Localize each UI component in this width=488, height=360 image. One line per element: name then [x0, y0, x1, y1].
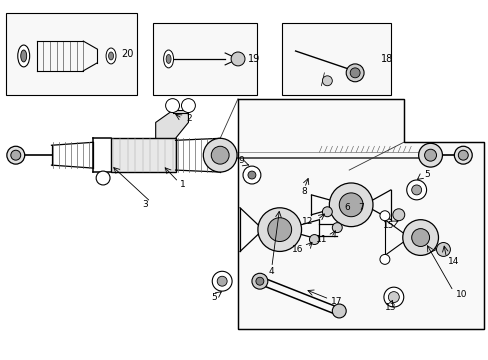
Circle shape	[411, 185, 421, 195]
Polygon shape	[238, 99, 483, 329]
Circle shape	[379, 255, 389, 264]
Circle shape	[11, 150, 20, 160]
Text: 17: 17	[331, 297, 342, 306]
Ellipse shape	[163, 50, 173, 68]
Ellipse shape	[18, 45, 30, 67]
Ellipse shape	[166, 54, 171, 63]
Circle shape	[231, 52, 244, 66]
Circle shape	[328, 183, 372, 227]
Text: 5: 5	[211, 293, 217, 302]
Text: 15: 15	[383, 221, 394, 230]
Text: 10: 10	[455, 289, 467, 298]
Text: 16: 16	[291, 245, 303, 254]
Circle shape	[165, 99, 179, 113]
Circle shape	[212, 271, 232, 291]
Bar	[281, 23, 390, 95]
Circle shape	[402, 220, 438, 255]
Text: 12: 12	[302, 217, 313, 226]
Circle shape	[243, 166, 260, 184]
Circle shape	[217, 276, 226, 286]
Text: 5: 5	[424, 170, 429, 179]
Circle shape	[309, 235, 319, 244]
Circle shape	[436, 243, 449, 256]
Circle shape	[203, 138, 237, 172]
Circle shape	[379, 211, 389, 221]
Circle shape	[322, 207, 332, 217]
Circle shape	[411, 229, 428, 247]
Circle shape	[406, 180, 426, 200]
Circle shape	[387, 292, 399, 302]
Text: 2: 2	[186, 114, 192, 123]
Circle shape	[211, 146, 229, 164]
Text: 13: 13	[385, 302, 396, 311]
Circle shape	[346, 64, 364, 82]
Circle shape	[96, 171, 110, 185]
Circle shape	[255, 277, 264, 285]
Text: 14: 14	[447, 257, 459, 266]
Circle shape	[257, 208, 301, 251]
Ellipse shape	[108, 52, 113, 60]
Circle shape	[251, 273, 267, 289]
Ellipse shape	[106, 48, 116, 64]
Circle shape	[247, 171, 255, 179]
Circle shape	[339, 193, 362, 217]
Circle shape	[332, 304, 346, 318]
Text: 20: 20	[122, 49, 134, 59]
Bar	[6, 13, 137, 95]
Circle shape	[332, 223, 342, 233]
Circle shape	[7, 146, 25, 164]
Circle shape	[418, 143, 442, 167]
Text: 11: 11	[315, 235, 326, 244]
Text: 1: 1	[179, 180, 185, 189]
Text: 7: 7	[358, 203, 363, 212]
Circle shape	[424, 149, 436, 161]
Bar	[111, 138, 175, 172]
Circle shape	[181, 99, 195, 113]
Circle shape	[267, 218, 291, 242]
Bar	[152, 23, 256, 95]
Circle shape	[457, 150, 468, 160]
Text: 9: 9	[238, 156, 244, 165]
Circle shape	[453, 146, 471, 164]
Polygon shape	[155, 111, 188, 138]
Circle shape	[349, 68, 359, 78]
Text: 8: 8	[301, 188, 307, 197]
Text: 18: 18	[380, 54, 392, 64]
Text: 4: 4	[268, 267, 274, 276]
Circle shape	[392, 209, 404, 221]
Circle shape	[383, 287, 403, 307]
Text: 3: 3	[142, 200, 147, 209]
Text: 6: 6	[344, 203, 349, 212]
Ellipse shape	[20, 50, 27, 62]
Circle shape	[322, 76, 332, 86]
Text: 19: 19	[247, 54, 260, 64]
